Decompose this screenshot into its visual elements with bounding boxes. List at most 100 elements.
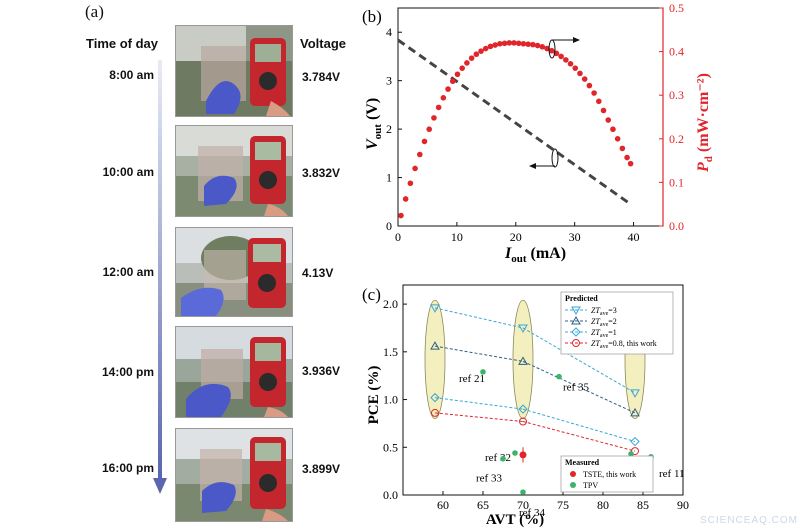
measured-legend-box: [560, 455, 654, 493]
voltage-indicator-ellipse: [551, 148, 559, 168]
power-point: [563, 57, 569, 63]
power-point: [567, 61, 574, 67]
tpv-point-label: ref 33: [476, 473, 502, 485]
power-point: [544, 45, 550, 52]
power-point: [426, 126, 433, 133]
x-tick-label: 90: [677, 498, 689, 512]
power-point: [586, 82, 593, 89]
panel-c-group: (c) 60 65 70 75 80 85 90 0.0 0.5 1.0 1.5 2.0 AVT (%) P…: [362, 284, 689, 528]
time-label: 14:00 pm: [101, 365, 154, 379]
power-point: [459, 65, 465, 71]
legend-label: ZTave=3: [591, 306, 617, 317]
power-point: [464, 60, 470, 66]
predicted-point: [630, 436, 640, 447]
photo-12am: [175, 227, 293, 317]
photo-14pm: [175, 326, 293, 418]
power-point: [431, 115, 437, 121]
predicted-point: [431, 408, 439, 417]
panel-b-group: (b) 0 10 20 30 40 0 1 2 3 4 0.0 0.1 0.2 0.3 0.4 0.5 Iout …: [362, 1, 715, 265]
power-point: [572, 65, 579, 71]
predicted-point: [430, 341, 440, 350]
power-point: [511, 40, 517, 46]
legend-marker: [571, 306, 581, 316]
watermark: SCIENCEAQ.COM: [700, 515, 799, 526]
voltage-line: [397, 38, 632, 206]
y-axis-label: PCE (%): [366, 366, 382, 425]
power-point: [539, 44, 546, 50]
predicted-point: [631, 447, 639, 456]
voltage-header: Voltage: [300, 36, 346, 51]
power-point: [530, 41, 536, 48]
y-tick-label: 0: [386, 219, 392, 233]
power-point: [473, 51, 480, 58]
predicted-point: [630, 407, 640, 417]
power-point: [487, 43, 494, 50]
y2-tick-label: 0.3: [669, 88, 684, 102]
power-point: [610, 126, 616, 133]
legend-marker: [572, 339, 580, 347]
power-point: [421, 138, 428, 145]
tpv-point: [628, 451, 634, 457]
predicted-line: [434, 412, 524, 422]
power-point: [591, 90, 597, 96]
y2-tick-label: 0.2: [669, 132, 684, 146]
power-point: [454, 71, 461, 78]
predicted-point: [518, 324, 528, 333]
power-point: [501, 40, 508, 47]
predicted-point: [630, 389, 640, 398]
power-point: [515, 40, 522, 47]
x-tick-label: 75: [557, 498, 569, 512]
panel-c-frame: [402, 284, 684, 496]
x-tick-label: 70: [517, 498, 529, 512]
tpv-point: [480, 369, 486, 375]
legend-marker: [570, 471, 576, 477]
tpv-point: [512, 450, 518, 456]
predicted-line: [522, 421, 636, 452]
legend-label: ZTave=2: [591, 317, 617, 328]
power-point: [577, 70, 583, 77]
time-label: 16:00 pm: [101, 461, 154, 475]
y2-tick-label: 0.4: [669, 45, 684, 59]
voltage-value: 3.899V: [302, 462, 341, 476]
y-tick-label: 0.5: [383, 440, 398, 454]
group-oval: [512, 299, 534, 420]
panel-a-label: (a): [85, 2, 104, 21]
x-axis-label: AVT (%): [486, 512, 544, 528]
panel-b-label: (b): [362, 7, 382, 26]
y-tick-label: 1: [386, 171, 392, 185]
predicted-line: [522, 408, 636, 443]
x-tick-label: 80: [597, 498, 609, 512]
power-point: [534, 42, 541, 49]
power-point: [619, 145, 626, 152]
y2-axis-label: Pd (mW·cm⁻²): [695, 73, 715, 173]
predicted-line: [522, 327, 636, 394]
power-point: [614, 136, 621, 142]
y-tick-label: 2: [386, 122, 392, 136]
voltage-value: 3.784V: [302, 70, 341, 84]
power-point: [478, 48, 484, 54]
power-indicator-arrowhead: [573, 37, 580, 43]
legend-marker: [570, 482, 576, 488]
time-label: 10:00 am: [102, 165, 154, 179]
group-oval: [424, 299, 446, 420]
power-point: [548, 47, 555, 54]
panel-b-frame: [397, 7, 664, 227]
y2-tick-label: 0.1: [669, 175, 684, 189]
predicted-point: [430, 392, 440, 403]
power-point: [402, 196, 409, 202]
power-point: [482, 45, 489, 52]
legend-label: TSTE, this work: [583, 470, 636, 479]
photo-10am: [175, 125, 293, 217]
predicted-line: [434, 345, 524, 362]
tpv-point-label: ref 32: [485, 452, 511, 464]
predicted-point: [518, 404, 528, 414]
power-point: [416, 151, 423, 158]
voltage-value: 4.13V: [302, 266, 334, 280]
photo-8am: [175, 25, 293, 117]
tpv-point-label: ref 21: [459, 373, 485, 385]
x-tick-label: 40: [628, 230, 640, 244]
power-point: [581, 76, 588, 82]
photo-16pm: [175, 428, 293, 522]
legend-label: ZTave=0.8, this work: [591, 339, 657, 350]
tpv-point-label: ref 35: [563, 382, 589, 394]
